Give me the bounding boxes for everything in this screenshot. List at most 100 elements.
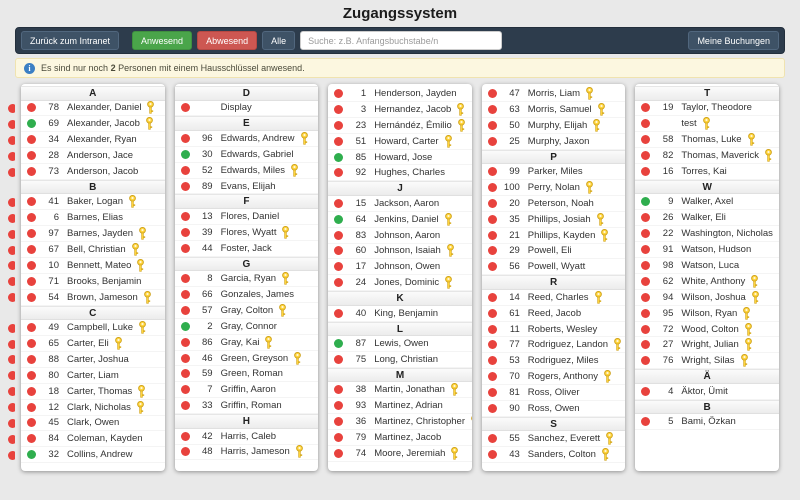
person-row[interactable]: 25 Murphy, Jaxon: [481, 134, 626, 150]
person-row[interactable]: 32 Collins, Andrew: [21, 447, 165, 464]
person-row[interactable]: 28 Anderson, Jace: [21, 148, 165, 165]
person-row[interactable]: 41 Baker, Logan: [21, 194, 165, 211]
person-row[interactable]: 7 Griffin, Aaron: [174, 382, 319, 399]
person-row[interactable]: 95 Wilson, Ryan: [635, 306, 779, 322]
person-row[interactable]: 62 White, Anthony: [635, 274, 779, 290]
person-row[interactable]: 20 Peterson, Noah: [481, 196, 626, 212]
person-row[interactable]: 6 Barnes, Elias: [21, 210, 165, 227]
person-row[interactable]: 67 Bell, Christian: [21, 242, 165, 259]
person-row[interactable]: 88 Carter, Joshua: [21, 352, 165, 368]
person-row[interactable]: 29 Powell, Eli: [481, 244, 626, 260]
person-row[interactable]: 34 Alexander, Ryan: [21, 132, 165, 149]
person-row[interactable]: 15 Jackson, Aaron: [328, 196, 472, 212]
person-row[interactable]: 58 Thomas, Luke: [635, 132, 779, 149]
person-row[interactable]: 69 Alexander, Jacob: [21, 116, 165, 133]
person-row[interactable]: 16 Torres, Kai: [635, 164, 779, 180]
person-row[interactable]: 94 Wilson, Joshua: [635, 290, 779, 306]
person-row[interactable]: 36 Martinez, Christopher: [328, 414, 472, 431]
person-row[interactable]: 50 Murphy, Elijah: [481, 118, 626, 134]
person-row[interactable]: 27 Wright, Julian: [635, 337, 779, 354]
person-row[interactable]: 90 Ross, Owen: [481, 401, 626, 417]
person-row[interactable]: 1 Henderson, Jayden: [328, 86, 472, 102]
person-row[interactable]: 19 Taylor, Theodore: [635, 101, 779, 117]
person-row[interactable]: 82 Thomas, Maverick: [635, 148, 779, 165]
person-row[interactable]: 96 Edwards, Andrew: [174, 131, 319, 147]
person-row[interactable]: 99 Parker, Miles: [481, 164, 626, 180]
person-row[interactable]: 5 Bami, Özkan: [635, 414, 779, 431]
person-row[interactable]: 100 Perry, Nolan: [481, 180, 626, 196]
filter-present-button[interactable]: Anwesend: [132, 31, 193, 50]
person-row[interactable]: 11 Roberts, Wesley: [481, 322, 626, 338]
my-bookings-button[interactable]: Meine Buchungen: [688, 31, 779, 50]
person-row[interactable]: 39 Flores, Wyatt: [174, 225, 319, 241]
person-row[interactable]: 14 Reed, Charles: [481, 290, 626, 306]
person-row[interactable]: 71 Brooks, Benjamin: [21, 274, 165, 290]
person-row[interactable]: 85 Howard, Jose: [328, 150, 472, 166]
person-row[interactable]: 81 Ross, Oliver: [481, 385, 626, 402]
person-row[interactable]: 89 Evans, Elijah: [174, 179, 319, 195]
person-row[interactable]: 17 Johnson, Owen: [328, 259, 472, 276]
person-row[interactable]: 61 Reed, Jacob: [481, 306, 626, 322]
person-row[interactable]: 54 Brown, Jameson: [21, 290, 165, 306]
person-row[interactable]: 13 Flores, Daniel: [174, 209, 319, 225]
person-row[interactable]: 48 Harris, Jameson: [174, 445, 319, 461]
person-row[interactable]: 87 Lewis, Owen: [328, 336, 472, 352]
person-row[interactable]: 9 Walker, Axel: [635, 194, 779, 211]
person-row[interactable]: 64 Jenkins, Daniel: [328, 212, 472, 228]
person-row[interactable]: 77 Rodriguez, Landon: [481, 337, 626, 354]
person-row[interactable]: 23 Hernándéz, Émilio: [328, 118, 472, 134]
person-row[interactable]: 53 Rodriguez, Miles: [481, 353, 626, 370]
person-row[interactable]: 83 Johnson, Aaron: [328, 228, 472, 244]
person-row[interactable]: 26 Walker, Eli: [635, 210, 779, 227]
person-row[interactable]: 72 Wood, Colton: [635, 322, 779, 338]
person-row[interactable]: 12 Clark, Nicholas: [21, 400, 165, 416]
person-row[interactable]: 51 Howard, Carter: [328, 134, 472, 150]
person-row[interactable]: test: [635, 116, 779, 133]
person-row[interactable]: Display: [174, 101, 319, 117]
person-row[interactable]: 97 Barnes, Jayden: [21, 226, 165, 243]
person-row[interactable]: 18 Carter, Thomas: [21, 384, 165, 400]
person-row[interactable]: 47 Morris, Liam: [481, 86, 626, 102]
person-row[interactable]: 21 Phillips, Kayden: [481, 228, 626, 244]
person-row[interactable]: 40 King, Benjamin: [328, 306, 472, 322]
person-row[interactable]: 33 Griffin, Roman: [174, 398, 319, 415]
person-row[interactable]: 52 Edwards, Miles: [174, 163, 319, 179]
person-row[interactable]: 22 Washington, Nicholas: [635, 226, 779, 243]
person-row[interactable]: 80 Carter, Liam: [21, 368, 165, 384]
person-row[interactable]: 93 Martinez, Adrian: [328, 398, 472, 415]
person-row[interactable]: 98 Watson, Luca: [635, 258, 779, 274]
person-row[interactable]: 56 Powell, Wyatt: [481, 259, 626, 276]
person-row[interactable]: 10 Bennett, Mateo: [21, 258, 165, 274]
person-row[interactable]: 66 Gonzales, James: [174, 287, 319, 303]
person-row[interactable]: 57 Gray, Colton: [174, 303, 319, 319]
person-row[interactable]: 63 Morris, Samuel: [481, 102, 626, 118]
person-row[interactable]: 38 Martin, Jonathan: [328, 382, 472, 399]
person-row[interactable]: 3 Hernandez, Jacob: [328, 102, 472, 118]
person-row[interactable]: 35 Phillips, Josiah: [481, 212, 626, 228]
person-row[interactable]: 30 Edwards, Gabriel: [174, 147, 319, 163]
person-row[interactable]: 46 Green, Greyson: [174, 351, 319, 367]
filter-absent-button[interactable]: Abwesend: [197, 31, 258, 50]
person-row[interactable]: 70 Rogers, Anthony: [481, 369, 626, 386]
search-input[interactable]: [300, 31, 503, 50]
person-row[interactable]: 59 Green, Roman: [174, 366, 319, 383]
person-row[interactable]: 2 Gray, Connor: [174, 319, 319, 335]
person-row[interactable]: 43 Sanders, Colton: [481, 447, 626, 464]
person-row[interactable]: 44 Foster, Jack: [174, 241, 319, 257]
person-row[interactable]: 4 Äktor, Ümit: [635, 384, 779, 400]
filter-all-button[interactable]: Alle: [262, 31, 296, 50]
person-row[interactable]: 49 Campbell, Luke: [21, 320, 165, 337]
person-row[interactable]: 92 Hughes, Charles: [328, 165, 472, 182]
person-row[interactable]: 91 Watson, Hudson: [635, 242, 779, 259]
person-row[interactable]: 74 Moore, Jeremiah: [328, 446, 472, 462]
person-row[interactable]: 65 Carter, Eli: [21, 336, 165, 352]
person-row[interactable]: 84 Coleman, Kayden: [21, 431, 165, 448]
person-row[interactable]: 76 Wright, Silas: [635, 353, 779, 370]
person-row[interactable]: 78 Alexander, Daniel: [21, 101, 165, 117]
person-row[interactable]: 45 Clark, Owen: [21, 416, 165, 432]
person-row[interactable]: 60 Johnson, Isaiah: [328, 244, 472, 260]
person-row[interactable]: 8 Garcia, Ryan: [174, 271, 319, 288]
person-row[interactable]: 24 Jones, Dominic: [328, 275, 472, 292]
person-row[interactable]: 75 Long, Christian: [328, 352, 472, 368]
person-row[interactable]: 86 Gray, Kai: [174, 335, 319, 351]
